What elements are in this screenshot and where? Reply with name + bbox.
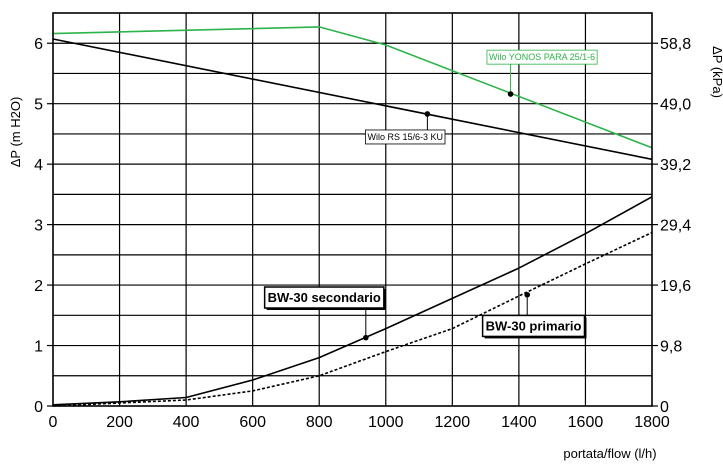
series-layer	[52, 26, 653, 407]
x-tick-label: 200	[106, 414, 133, 431]
y-tick-label-left: 3	[34, 218, 43, 235]
y-axis-right-title: ΔP (kPa)	[710, 46, 723, 98]
annotation-box	[481, 314, 586, 338]
y-tick-label-left: 5	[34, 97, 43, 114]
y-tick-label-left: 2	[34, 278, 43, 295]
series-line-1	[52, 26, 653, 149]
y-tick-label-right: 58,8	[660, 36, 691, 53]
annotation-2: Wilo RS 15/6-3 KU	[365, 111, 446, 145]
annotation-box	[365, 129, 446, 145]
annotation-box	[486, 49, 598, 65]
y-tick-label-right: 29,4	[660, 218, 691, 235]
y-tick-label-right: 19,6	[660, 278, 691, 295]
y-tick-label-right: 9,8	[660, 339, 682, 356]
y-tick-label-left: 1	[34, 339, 43, 356]
tick-labels: 0 200 400 600 800 1000 1200 1400 1600 18000123456…	[34, 36, 691, 431]
annotation-point	[424, 111, 431, 117]
grid	[53, 13, 652, 406]
annotation-label: Wilo YONOS PARA 25/1-6	[489, 52, 595, 62]
series-line-3	[52, 196, 653, 406]
series-line-4	[52, 231, 653, 407]
y-tick-label-right: 49,0	[660, 97, 691, 114]
y-axis-left-title: ΔP (m H2O)	[8, 97, 23, 168]
y-tick-label-right: 0	[660, 399, 669, 416]
annotation-1: Wilo YONOS PARA 25/1-6	[486, 49, 598, 97]
annotation-3: BW-30 secondario	[263, 286, 386, 341]
x-tick-label: 1600	[568, 414, 604, 431]
x-tick-label: 1200	[435, 414, 471, 431]
annotation-box	[263, 286, 385, 309]
annotation-4: BW-30 primario	[481, 291, 587, 339]
plot-frame	[47, 12, 658, 407]
annotation-point	[507, 91, 514, 97]
plot-border	[52, 12, 653, 407]
x-tick-label: 1800	[634, 414, 670, 431]
x-tick-label: 600	[239, 414, 266, 431]
y-tick-label-left: 4	[34, 157, 43, 174]
y-tick-label-right: 39,2	[660, 157, 691, 174]
annotation-point	[524, 291, 531, 298]
annotation-label: Wilo RS 15/6-3 KU	[367, 132, 443, 142]
annotation-point	[363, 334, 369, 341]
annotation-label: BW-30 primario	[486, 318, 582, 333]
x-axis-title: portata/flow (l/h)	[563, 446, 656, 461]
x-tick-label: 800	[306, 414, 333, 431]
y-tick-label-left: 0	[34, 399, 43, 416]
annotations: Wilo YONOS PARA 25/1-6 Wilo RS 15/6-3 KU B…	[263, 49, 598, 341]
y-tick-label-left: 6	[34, 36, 43, 53]
series-line-2	[52, 38, 653, 161]
x-tick-label: 1400	[501, 414, 537, 431]
annotation-label: BW-30 secondario	[268, 290, 381, 305]
x-tick-label: 0	[49, 414, 58, 431]
x-tick-label: 1000	[368, 414, 404, 431]
x-tick-label: 400	[173, 414, 200, 431]
